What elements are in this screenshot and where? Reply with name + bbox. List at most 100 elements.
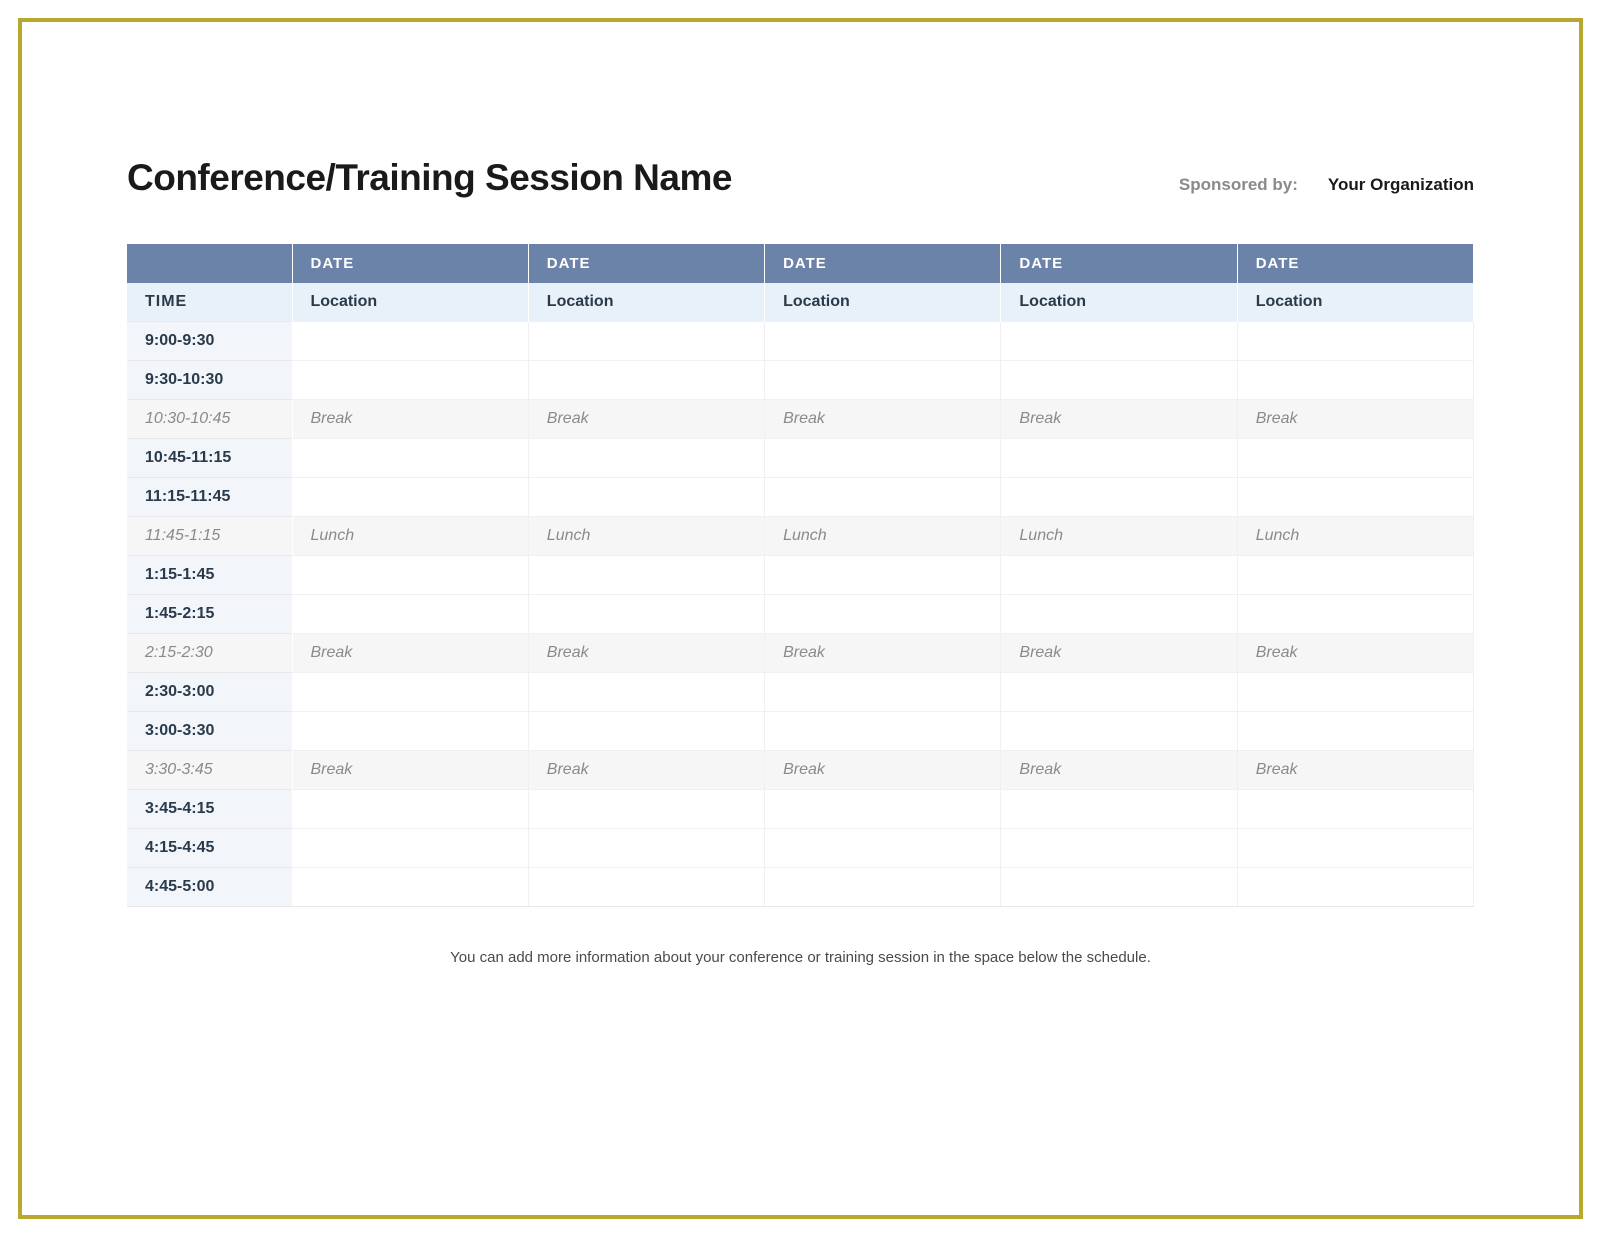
table-row: 4:15-4:45	[127, 829, 1474, 868]
schedule-cell: Break	[1001, 751, 1237, 790]
schedule-cell	[1237, 868, 1473, 907]
location-cell: Location	[528, 283, 764, 322]
schedule-cell	[292, 439, 528, 478]
schedule-cell	[292, 556, 528, 595]
page-frame: Conference/Training Session Name Sponsor…	[18, 18, 1583, 1219]
time-cell: 3:45-4:15	[127, 790, 292, 829]
schedule-cell	[528, 361, 764, 400]
schedule-cell	[1237, 439, 1473, 478]
schedule-body: 9:00-9:309:30-10:3010:30-10:45BreakBreak…	[127, 322, 1474, 907]
schedule-cell: Break	[528, 634, 764, 673]
schedule-cell: Lunch	[1001, 517, 1237, 556]
time-cell: 11:45-1:15	[127, 517, 292, 556]
date-header: DATE	[1001, 244, 1237, 283]
schedule-cell	[528, 595, 764, 634]
schedule-cell: Break	[528, 400, 764, 439]
schedule-cell	[528, 790, 764, 829]
time-cell: 11:15-11:45	[127, 478, 292, 517]
schedule-cell	[1001, 556, 1237, 595]
schedule-cell: Break	[765, 400, 1001, 439]
time-header: TIME	[127, 283, 292, 322]
table-row: 1:15-1:45	[127, 556, 1474, 595]
schedule-cell	[292, 712, 528, 751]
schedule-cell	[1001, 673, 1237, 712]
schedule-cell	[292, 868, 528, 907]
schedule-cell: Lunch	[528, 517, 764, 556]
schedule-cell: Break	[292, 751, 528, 790]
table-row: 3:30-3:45BreakBreakBreakBreakBreak	[127, 751, 1474, 790]
table-row: 10:30-10:45BreakBreakBreakBreakBreak	[127, 400, 1474, 439]
schedule-cell	[292, 829, 528, 868]
schedule-cell	[765, 439, 1001, 478]
schedule-cell	[292, 790, 528, 829]
schedule-cell	[528, 829, 764, 868]
schedule-cell: Break	[765, 751, 1001, 790]
table-row: 11:45-1:15LunchLunchLunchLunchLunch	[127, 517, 1474, 556]
footer-note: You can add more information about your …	[127, 949, 1474, 966]
date-header-blank	[127, 244, 292, 283]
schedule-cell: Lunch	[765, 517, 1001, 556]
schedule-cell	[1001, 829, 1237, 868]
time-cell: 1:15-1:45	[127, 556, 292, 595]
table-row: 2:15-2:30BreakBreakBreakBreakBreak	[127, 634, 1474, 673]
sponsor-label: Sponsored by:	[1179, 175, 1298, 195]
time-cell: 2:30-3:00	[127, 673, 292, 712]
sponsor-block: Sponsored by: Your Organization	[1179, 175, 1474, 195]
schedule-cell	[1001, 322, 1237, 361]
schedule-cell	[1237, 322, 1473, 361]
time-cell: 3:00-3:30	[127, 712, 292, 751]
location-cell: Location	[1001, 283, 1237, 322]
schedule-cell	[765, 712, 1001, 751]
time-cell: 1:45-2:15	[127, 595, 292, 634]
schedule-table: DATE DATE DATE DATE DATE TIME Location L…	[127, 244, 1474, 907]
date-header: DATE	[528, 244, 764, 283]
schedule-cell: Break	[1237, 634, 1473, 673]
table-row: 9:30-10:30	[127, 361, 1474, 400]
schedule-cell	[1001, 439, 1237, 478]
schedule-cell	[765, 868, 1001, 907]
schedule-cell: Break	[528, 751, 764, 790]
schedule-cell	[1237, 556, 1473, 595]
schedule-cell	[1237, 712, 1473, 751]
header: Conference/Training Session Name Sponsor…	[127, 157, 1474, 199]
schedule-cell	[292, 478, 528, 517]
schedule-cell	[765, 673, 1001, 712]
schedule-cell: Break	[765, 634, 1001, 673]
table-row: 4:45-5:00	[127, 868, 1474, 907]
schedule-cell	[765, 556, 1001, 595]
time-cell: 10:30-10:45	[127, 400, 292, 439]
content-area: Conference/Training Session Name Sponsor…	[22, 22, 1579, 966]
schedule-cell	[1237, 478, 1473, 517]
schedule-cell	[765, 595, 1001, 634]
schedule-cell	[765, 478, 1001, 517]
schedule-cell: Break	[292, 634, 528, 673]
schedule-cell	[1001, 790, 1237, 829]
schedule-cell	[1001, 361, 1237, 400]
schedule-cell	[1237, 829, 1473, 868]
time-cell: 4:15-4:45	[127, 829, 292, 868]
time-cell: 4:45-5:00	[127, 868, 292, 907]
schedule-cell	[528, 712, 764, 751]
date-header: DATE	[765, 244, 1001, 283]
schedule-cell	[528, 556, 764, 595]
schedule-cell	[292, 361, 528, 400]
schedule-cell	[528, 478, 764, 517]
location-cell: Location	[292, 283, 528, 322]
schedule-cell	[292, 322, 528, 361]
schedule-cell	[1237, 361, 1473, 400]
schedule-cell	[1237, 673, 1473, 712]
schedule-cell	[292, 595, 528, 634]
schedule-cell: Break	[1001, 634, 1237, 673]
schedule-cell	[1001, 712, 1237, 751]
schedule-cell	[765, 322, 1001, 361]
table-row: 11:15-11:45	[127, 478, 1474, 517]
schedule-cell	[1001, 595, 1237, 634]
schedule-cell	[765, 829, 1001, 868]
sponsor-org: Your Organization	[1328, 175, 1474, 195]
time-cell: 9:30-10:30	[127, 361, 292, 400]
schedule-cell: Lunch	[292, 517, 528, 556]
schedule-cell	[1001, 868, 1237, 907]
table-row: 3:00-3:30	[127, 712, 1474, 751]
schedule-cell	[528, 868, 764, 907]
time-cell: 10:45-11:15	[127, 439, 292, 478]
